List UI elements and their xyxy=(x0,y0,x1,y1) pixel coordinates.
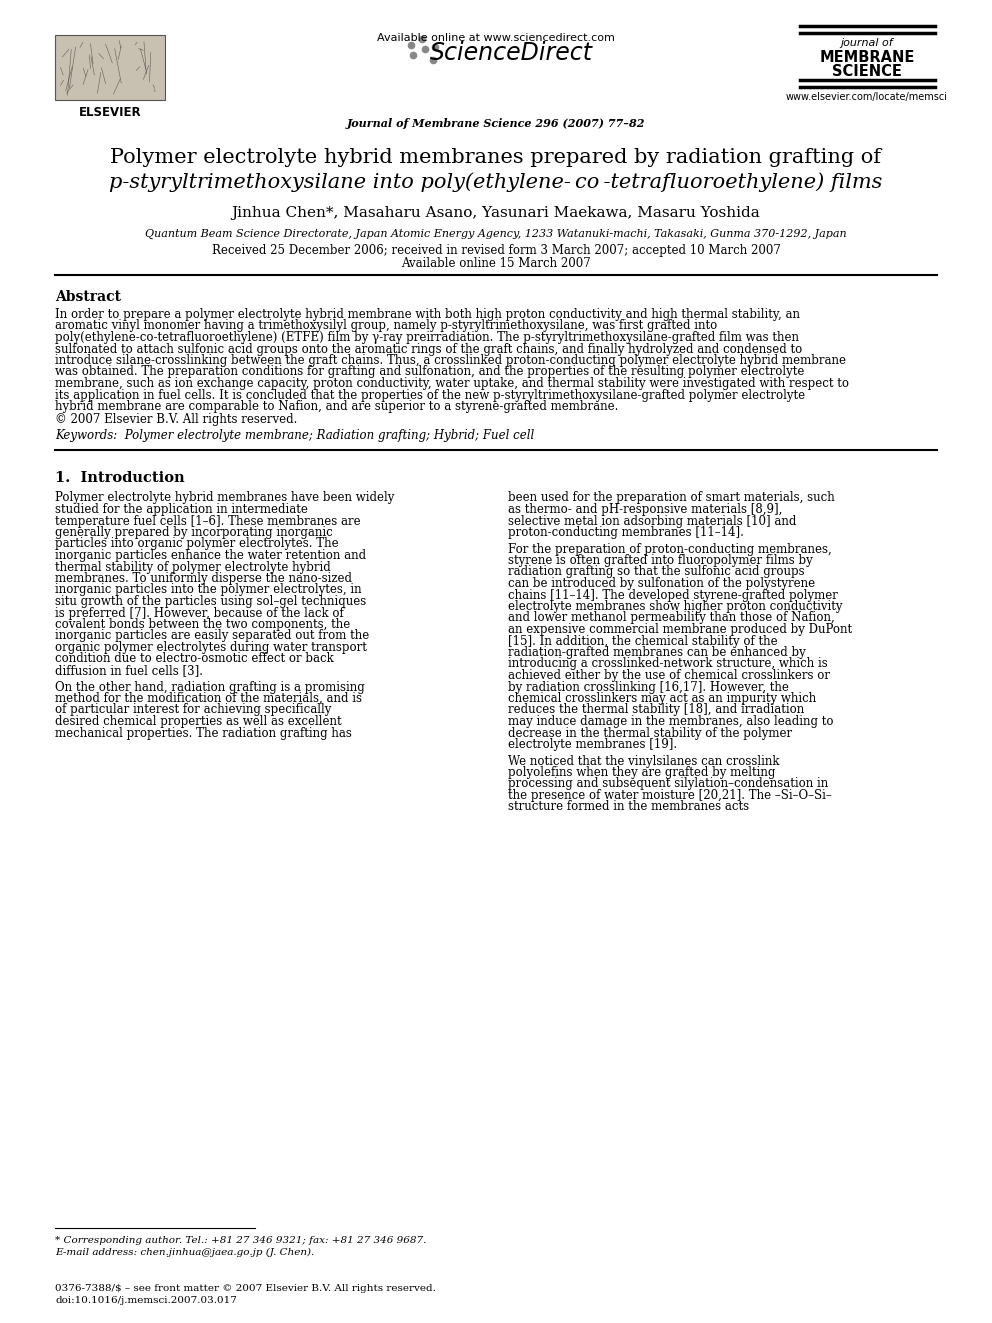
Text: On the other hand, radiation grafting is a promising: On the other hand, radiation grafting is… xyxy=(55,680,365,693)
Text: diffusion in fuel cells [3].: diffusion in fuel cells [3]. xyxy=(55,664,203,677)
Text: poly(ethylene-co-tetrafluoroethylene) (ETFE) film by γ-ray preirradiation. The p: poly(ethylene-co-tetrafluoroethylene) (E… xyxy=(55,331,799,344)
Text: structure formed in the membranes acts: structure formed in the membranes acts xyxy=(508,800,749,814)
Text: may induce damage in the membranes, also leading to: may induce damage in the membranes, also… xyxy=(508,714,833,728)
Text: hybrid membrane are comparable to Nafion, and are superior to a styrene-grafted : hybrid membrane are comparable to Nafion… xyxy=(55,400,618,413)
Text: membrane, such as ion exchange capacity, proton conductivity, water uptake, and : membrane, such as ion exchange capacity,… xyxy=(55,377,849,390)
Text: an expensive commercial membrane produced by DuPont: an expensive commercial membrane produce… xyxy=(508,623,852,636)
Text: by radiation crosslinking [16,17]. However, the: by radiation crosslinking [16,17]. Howev… xyxy=(508,680,789,693)
Text: www.elsevier.com/locate/memsci: www.elsevier.com/locate/memsci xyxy=(786,93,948,102)
Text: membranes. To uniformly disperse the nano-sized: membranes. To uniformly disperse the nan… xyxy=(55,572,352,585)
Text: reduces the thermal stability [18], and irradiation: reduces the thermal stability [18], and … xyxy=(508,704,805,717)
Text: Available online 15 March 2007: Available online 15 March 2007 xyxy=(401,257,591,270)
Text: studied for the application in intermediate: studied for the application in intermedi… xyxy=(55,503,308,516)
Text: [15]. In addition, the chemical stability of the: [15]. In addition, the chemical stabilit… xyxy=(508,635,778,647)
Text: temperature fuel cells [1–6]. These membranes are: temperature fuel cells [1–6]. These memb… xyxy=(55,515,361,528)
Text: p-styryltrimethoxysilane into poly(ethylene- co -tetrafluoroethylene) films: p-styryltrimethoxysilane into poly(ethyl… xyxy=(109,172,883,192)
Text: In order to prepare a polymer electrolyte hybrid membrane with both high proton : In order to prepare a polymer electrolyt… xyxy=(55,308,800,321)
Text: SCIENCE: SCIENCE xyxy=(832,64,902,79)
Text: We noticed that the vinylsilanes can crosslink: We noticed that the vinylsilanes can cro… xyxy=(508,754,780,767)
Text: covalent bonds between the two components, the: covalent bonds between the two component… xyxy=(55,618,350,631)
Text: proton-conducting membranes [11–14].: proton-conducting membranes [11–14]. xyxy=(508,527,744,538)
Text: journal of: journal of xyxy=(840,38,894,48)
Text: generally prepared by incorporating inorganic: generally prepared by incorporating inor… xyxy=(55,527,332,538)
Text: is preferred [7]. However, because of the lack of: is preferred [7]. However, because of th… xyxy=(55,606,344,619)
Text: * Corresponding author. Tel.: +81 27 346 9321; fax: +81 27 346 9687.: * Corresponding author. Tel.: +81 27 346… xyxy=(55,1236,427,1245)
Text: inorganic particles enhance the water retention and: inorganic particles enhance the water re… xyxy=(55,549,366,562)
Text: and lower methanol permeability than those of Nafion,: and lower methanol permeability than tho… xyxy=(508,611,834,624)
Text: 0376-7388/$ – see front matter © 2007 Elsevier B.V. All rights reserved.: 0376-7388/$ – see front matter © 2007 El… xyxy=(55,1285,435,1293)
Text: aromatic vinyl monomer having a trimethoxysilyl group, namely p-styryltrimethoxy: aromatic vinyl monomer having a trimetho… xyxy=(55,319,717,332)
Text: thermal stability of polymer electrolyte hybrid: thermal stability of polymer electrolyte… xyxy=(55,561,330,573)
Text: can be introduced by sulfonation of the polystyrene: can be introduced by sulfonation of the … xyxy=(508,577,815,590)
Text: selective metal ion adsorbing materials [10] and: selective metal ion adsorbing materials … xyxy=(508,515,797,528)
Text: chemical crosslinkers may act as an impurity which: chemical crosslinkers may act as an impu… xyxy=(508,692,816,705)
Text: decrease in the thermal stability of the polymer: decrease in the thermal stability of the… xyxy=(508,726,793,740)
Text: radiation grafting so that the sulfonic acid groups: radiation grafting so that the sulfonic … xyxy=(508,565,805,578)
Text: sulfonated to attach sulfonic acid groups onto the aromatic rings of the graft c: sulfonated to attach sulfonic acid group… xyxy=(55,343,803,356)
Text: condition due to electro-osmotic effect or back: condition due to electro-osmotic effect … xyxy=(55,652,333,665)
Text: was obtained. The preparation conditions for grafting and sulfonation, and the p: was obtained. The preparation conditions… xyxy=(55,365,805,378)
Text: ScienceDirect: ScienceDirect xyxy=(430,41,592,65)
Text: Polymer electrolyte hybrid membranes have been widely: Polymer electrolyte hybrid membranes hav… xyxy=(55,492,395,504)
Text: Available online at www.sciencedirect.com: Available online at www.sciencedirect.co… xyxy=(377,33,615,44)
Text: Keywords:  Polymer electrolyte membrane; Radiation grafting; Hybrid; Fuel cell: Keywords: Polymer electrolyte membrane; … xyxy=(55,430,535,442)
Text: processing and subsequent silylation–condensation in: processing and subsequent silylation–con… xyxy=(508,778,828,791)
Text: Abstract: Abstract xyxy=(55,290,121,304)
Text: been used for the preparation of smart materials, such: been used for the preparation of smart m… xyxy=(508,492,834,504)
Text: Quantum Beam Science Directorate, Japan Atomic Energy Agency, 1233 Watanuki-mach: Quantum Beam Science Directorate, Japan … xyxy=(145,229,847,239)
Text: organic polymer electrolytes during water transport: organic polymer electrolytes during wate… xyxy=(55,642,367,654)
Text: electrolyte membranes show higher proton conductivity: electrolyte membranes show higher proton… xyxy=(508,601,842,613)
Text: introduce silane-crosslinking between the graft chains. Thus, a crosslinked prot: introduce silane-crosslinking between th… xyxy=(55,355,846,366)
Text: polyolefins when they are grafted by melting: polyolefins when they are grafted by mel… xyxy=(508,766,776,779)
Text: © 2007 Elsevier B.V. All rights reserved.: © 2007 Elsevier B.V. All rights reserved… xyxy=(55,414,298,426)
Text: achieved either by the use of chemical crosslinkers or: achieved either by the use of chemical c… xyxy=(508,669,830,681)
Text: Journal of Membrane Science 296 (2007) 77–82: Journal of Membrane Science 296 (2007) 7… xyxy=(347,118,645,130)
Text: inorganic particles are easily separated out from the: inorganic particles are easily separated… xyxy=(55,630,369,643)
Text: styrene is often grafted into fluoropolymer films by: styrene is often grafted into fluoropoly… xyxy=(508,554,812,568)
Text: situ growth of the particles using sol–gel techniques: situ growth of the particles using sol–g… xyxy=(55,595,366,609)
Text: Polymer electrolyte hybrid membranes prepared by radiation grafting of: Polymer electrolyte hybrid membranes pre… xyxy=(110,148,882,167)
Text: the presence of water moisture [20,21]. The –Si–O–Si–: the presence of water moisture [20,21]. … xyxy=(508,789,831,802)
Text: doi:10.1016/j.memsci.2007.03.017: doi:10.1016/j.memsci.2007.03.017 xyxy=(55,1297,237,1304)
Text: 1.  Introduction: 1. Introduction xyxy=(55,471,185,486)
Text: mechanical properties. The radiation grafting has: mechanical properties. The radiation gra… xyxy=(55,726,352,740)
Text: Received 25 December 2006; received in revised form 3 March 2007; accepted 10 Ma: Received 25 December 2006; received in r… xyxy=(211,243,781,257)
Text: chains [11–14]. The developed styrene-grafted polymer: chains [11–14]. The developed styrene-gr… xyxy=(508,589,838,602)
Text: For the preparation of proton-conducting membranes,: For the preparation of proton-conducting… xyxy=(508,542,831,556)
Text: inorganic particles into the polymer electrolytes, in: inorganic particles into the polymer ele… xyxy=(55,583,362,597)
Text: method for the modification of the materials, and is: method for the modification of the mater… xyxy=(55,692,362,705)
Text: introducing a crosslinked-network structure, which is: introducing a crosslinked-network struct… xyxy=(508,658,827,671)
Text: its application in fuel cells. It is concluded that the properties of the new p-: its application in fuel cells. It is con… xyxy=(55,389,806,401)
Text: of particular interest for achieving specifically: of particular interest for achieving spe… xyxy=(55,704,331,717)
Text: Jinhua Chen*, Masaharu Asano, Yasunari Maekawa, Masaru Yoshida: Jinhua Chen*, Masaharu Asano, Yasunari M… xyxy=(231,206,761,220)
Text: as thermo- and pH-responsive materials [8,9],: as thermo- and pH-responsive materials [… xyxy=(508,503,783,516)
Text: desired chemical properties as well as excellent: desired chemical properties as well as e… xyxy=(55,714,341,728)
Bar xyxy=(55,34,165,101)
Text: particles into organic polymer electrolytes. The: particles into organic polymer electroly… xyxy=(55,537,338,550)
Text: MEMBRANE: MEMBRANE xyxy=(819,50,915,65)
Text: E-mail address: chen.jinhua@jaea.go.jp (J. Chen).: E-mail address: chen.jinhua@jaea.go.jp (… xyxy=(55,1248,314,1257)
Text: electrolyte membranes [19].: electrolyte membranes [19]. xyxy=(508,738,678,751)
Text: radiation-grafted membranes can be enhanced by: radiation-grafted membranes can be enhan… xyxy=(508,646,806,659)
Text: ELSEVIER: ELSEVIER xyxy=(78,106,141,119)
